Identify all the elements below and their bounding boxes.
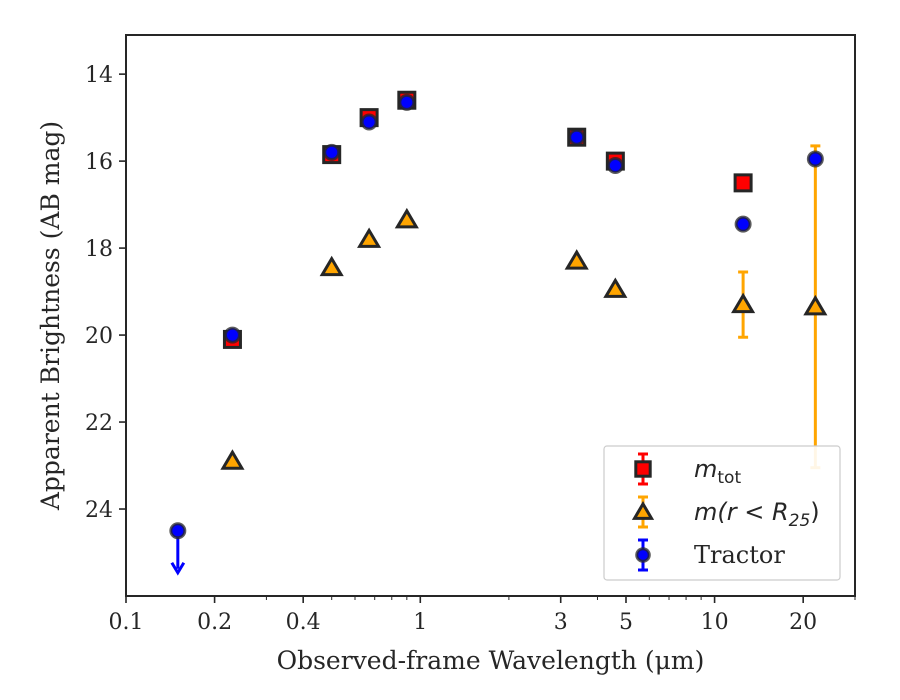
data-point bbox=[319, 255, 344, 277]
x-tick-label: 0.1 bbox=[109, 610, 144, 635]
x-axis-label: Observed-frame Wavelength (μm) bbox=[277, 646, 705, 675]
legend-marker bbox=[631, 500, 655, 520]
data-point bbox=[323, 143, 341, 161]
series-m-r-r25- bbox=[220, 144, 828, 470]
legend-label: mtot bbox=[694, 455, 741, 488]
series-tractor bbox=[169, 93, 824, 576]
x-axis: 0.1 0.2 0.4 1 3 5 10 20 bbox=[109, 596, 856, 635]
data-point bbox=[220, 449, 245, 470]
x-tick-label: 20 bbox=[789, 610, 817, 635]
legend-entry: mtot bbox=[634, 452, 741, 488]
y-tick-label: 16 bbox=[85, 150, 113, 175]
data-point bbox=[394, 207, 419, 229]
legend-marker bbox=[634, 460, 652, 478]
data-point bbox=[806, 150, 824, 168]
upper-limit-arrowhead bbox=[170, 561, 186, 576]
legend-marker bbox=[635, 547, 651, 563]
plot-frame bbox=[125, 34, 856, 597]
y-tick-label: 18 bbox=[85, 237, 113, 262]
data-markers bbox=[169, 90, 828, 576]
data-point bbox=[606, 156, 624, 174]
data-point bbox=[223, 326, 241, 344]
legend-entry: m(r < R25) bbox=[631, 495, 820, 531]
data-point bbox=[564, 249, 589, 270]
x-tick-label: 3 bbox=[554, 610, 568, 635]
data-point bbox=[733, 173, 753, 193]
data-point bbox=[398, 93, 416, 111]
legend-label: m(r < R25) bbox=[694, 498, 820, 531]
data-point bbox=[169, 522, 187, 540]
data-point bbox=[731, 292, 756, 314]
data-point bbox=[568, 128, 586, 146]
x-tick-label: 10 bbox=[701, 610, 729, 635]
x-tick-label: 1 bbox=[413, 610, 427, 635]
y-tick-label: 14 bbox=[85, 63, 113, 88]
x-tick-label: 5 bbox=[619, 610, 633, 635]
data-point bbox=[603, 277, 628, 298]
data-point bbox=[360, 113, 378, 131]
y-tick-label: 20 bbox=[85, 324, 113, 349]
x-tick-label: 0.2 bbox=[197, 610, 232, 635]
legend-box bbox=[603, 445, 841, 581]
y-tick-label: 22 bbox=[85, 411, 113, 436]
legend-entry: Tractor bbox=[635, 538, 785, 572]
series-m-tot bbox=[222, 90, 753, 349]
legend: mtot m(r < R25) Tractor bbox=[603, 445, 841, 581]
x-tick-label: 0.4 bbox=[286, 610, 321, 635]
y-axis: 14 16 18 20 22 24 bbox=[85, 63, 126, 523]
data-point bbox=[803, 294, 828, 316]
y-axis-label: Apparent Brightness (AB mag) bbox=[36, 121, 65, 511]
legend-label: Tractor bbox=[694, 541, 785, 569]
data-point bbox=[357, 227, 382, 248]
data-point bbox=[734, 215, 752, 233]
y-tick-label: 24 bbox=[85, 498, 113, 523]
